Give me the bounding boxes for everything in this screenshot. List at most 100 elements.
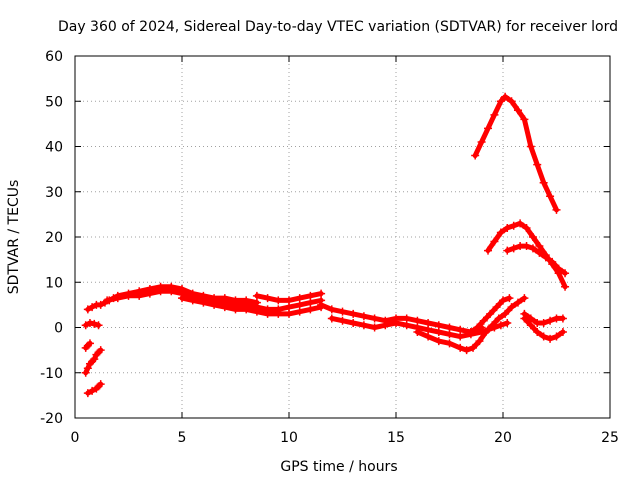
data-point-marker: [402, 321, 411, 330]
x-tick-label: 10: [280, 430, 298, 446]
data-point-marker: [520, 294, 529, 303]
data-point-marker: [475, 337, 484, 346]
data-point-marker: [484, 246, 493, 255]
series-track-17: [520, 314, 567, 343]
data-point-marker: [413, 316, 422, 325]
data-point-marker: [156, 287, 165, 296]
data-point-marker: [252, 307, 261, 316]
data-point-marker: [88, 303, 97, 312]
data-point-marker: [85, 318, 94, 327]
data-point-marker: [242, 305, 251, 314]
data-point-marker: [359, 321, 368, 330]
axis-ticks: 0 5 10 15 20 25 -20 -10 0 10 20 30 40 50 60: [40, 49, 619, 446]
series-track-2: [81, 339, 94, 352]
data-point-marker: [285, 309, 293, 318]
data-series: [81, 92, 570, 398]
data-point-marker: [528, 233, 537, 241]
data-point-marker: [370, 323, 379, 332]
data-point-marker: [558, 314, 567, 323]
data-point-marker: [520, 309, 529, 318]
y-tick-label: 20: [45, 230, 63, 246]
data-point-marker: [509, 244, 518, 253]
data-point-marker: [263, 309, 272, 318]
y-tick-label: 40: [45, 140, 63, 156]
data-point-marker: [526, 321, 535, 330]
y-tick-label: 30: [45, 185, 63, 201]
data-point-marker: [145, 289, 154, 298]
data-point-marker: [349, 309, 358, 318]
data-point-marker: [507, 97, 516, 106]
chart-title: Day 360 of 2024, Sidereal Day-to-day VTE…: [58, 19, 618, 35]
data-point-marker: [188, 296, 197, 305]
series-track-1: [81, 346, 105, 377]
series-line: [318, 302, 485, 335]
data-point-marker: [539, 178, 548, 187]
series-track-13: [477, 318, 512, 337]
data-point-marker: [490, 237, 499, 246]
data-point-marker: [274, 309, 283, 318]
data-point-marker: [469, 343, 478, 352]
data-point-marker: [167, 287, 176, 296]
data-point-marker: [113, 294, 122, 303]
series-line: [504, 243, 568, 276]
grid: [75, 56, 610, 418]
data-point-marker: [477, 328, 486, 337]
data-point-marker: [434, 321, 443, 330]
x-tick-label: 0: [71, 430, 80, 446]
data-point-marker: [520, 115, 529, 124]
x-tick-label: 5: [178, 430, 187, 446]
data-point-marker: [445, 323, 454, 332]
data-point-marker: [490, 110, 499, 119]
data-point-marker: [462, 346, 471, 355]
data-point-marker: [85, 339, 94, 348]
data-point-marker: [413, 328, 422, 337]
x-axis-label: GPS time / hours: [280, 459, 397, 475]
data-point-marker: [83, 389, 92, 398]
data-point-marker: [503, 246, 512, 255]
y-tick-label: -10: [40, 366, 63, 382]
y-tick-label: 10: [45, 275, 63, 291]
series-track-18: [520, 309, 567, 327]
data-point-marker: [295, 300, 304, 309]
data-point-marker: [513, 106, 522, 115]
data-point-marker: [252, 291, 261, 300]
data-point-marker: [306, 298, 315, 307]
data-point-marker: [392, 318, 400, 327]
data-point-marker: [471, 151, 480, 160]
data-point-marker: [477, 137, 486, 146]
data-point-marker: [528, 244, 537, 253]
series-track-4: [81, 318, 103, 330]
data-point-marker: [496, 321, 505, 330]
data-point-marker: [539, 332, 548, 341]
data-point-marker: [90, 355, 99, 364]
data-point-marker: [96, 380, 105, 389]
data-point-marker: [513, 298, 522, 307]
data-point-marker: [317, 300, 326, 309]
data-point-marker: [456, 325, 465, 334]
data-point-marker: [295, 307, 304, 316]
x-tick-label: 25: [601, 430, 619, 446]
data-point-marker: [96, 346, 105, 355]
y-tick-label: -20: [40, 411, 63, 427]
data-point-marker: [424, 332, 433, 341]
y-tick-label: 50: [45, 94, 63, 110]
data-point-marker: [306, 291, 315, 300]
data-point-marker: [494, 314, 503, 323]
data-point-marker: [199, 298, 208, 307]
data-point-marker: [424, 325, 433, 334]
data-point-marker: [539, 318, 548, 327]
data-point-marker: [484, 325, 493, 334]
data-point-marker: [526, 314, 535, 323]
data-point-marker: [546, 316, 555, 325]
data-point-marker: [499, 296, 507, 305]
data-point-marker: [496, 97, 505, 106]
data-point-marker: [359, 312, 368, 321]
data-point-marker: [210, 300, 219, 309]
data-point-marker: [96, 300, 105, 309]
series-track-12: [466, 294, 514, 337]
series-track-8: [252, 289, 326, 305]
data-point-marker: [285, 296, 293, 305]
data-point-marker: [90, 319, 99, 328]
data-point-marker: [541, 253, 550, 262]
